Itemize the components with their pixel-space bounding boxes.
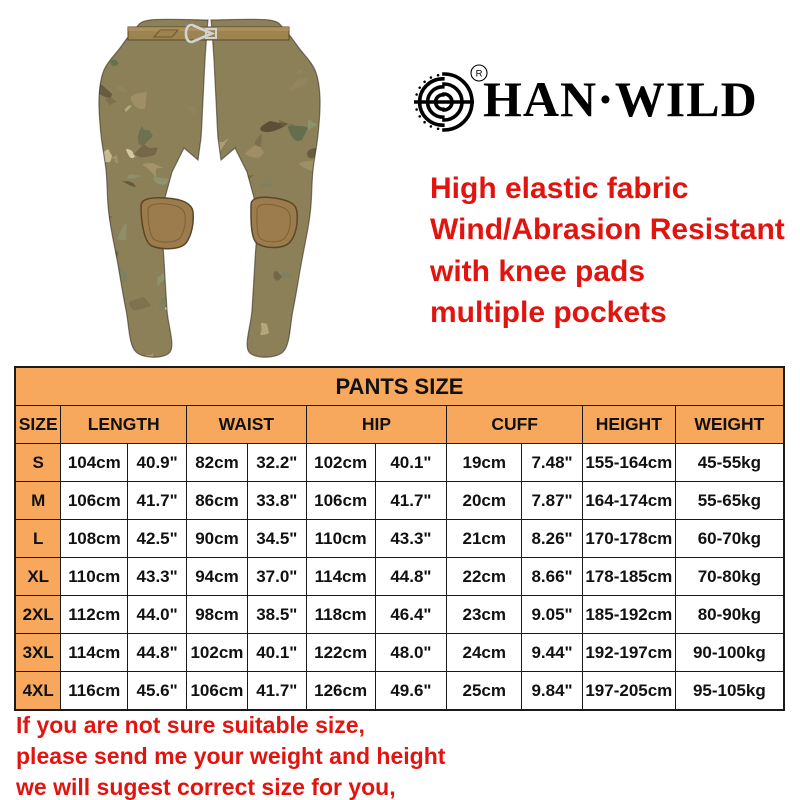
svg-text:R: R	[476, 69, 483, 80]
